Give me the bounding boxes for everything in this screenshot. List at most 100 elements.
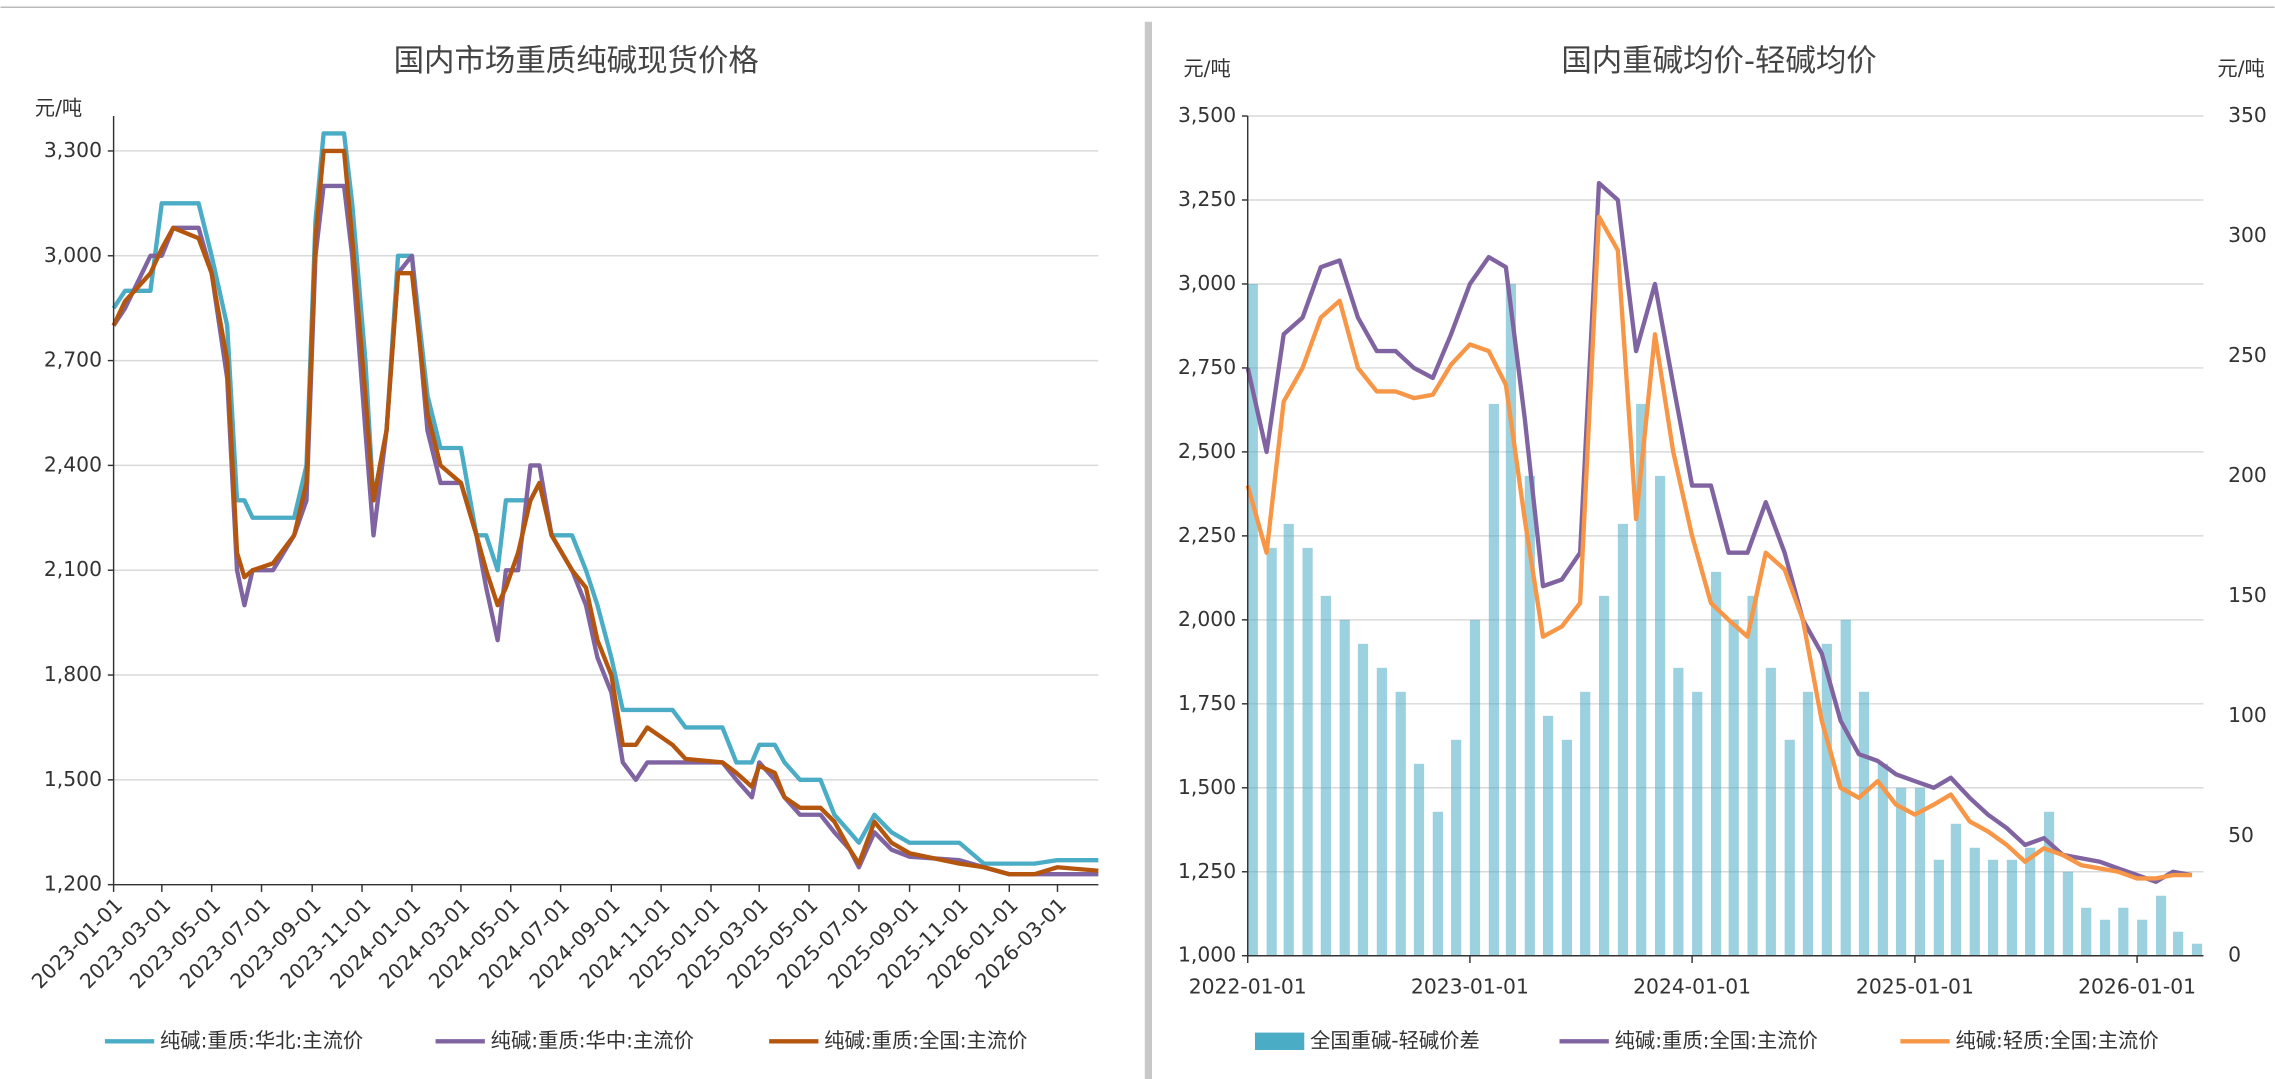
y-tick-label: 1,750 — [1178, 691, 1236, 715]
y2-tick-label: 350 — [2228, 103, 2267, 127]
bar — [1395, 691, 1406, 956]
chart-title: 国内市场重质纯碱现货价格 — [394, 44, 759, 79]
y2-tick-label: 250 — [2228, 343, 2267, 367]
bar — [1505, 283, 1517, 956]
legend-label: 纯碱:重质:全国:主流价 — [1615, 1028, 1818, 1052]
y2-tick-label: 200 — [2228, 463, 2267, 487]
x-tick-label: 2022-01-01 — [1189, 975, 1307, 999]
y-tick-label: 3,250 — [1178, 187, 1236, 211]
bar — [1840, 619, 1851, 956]
y-tick-label: 2,000 — [1178, 607, 1236, 631]
line-series — [111, 131, 1099, 866]
legend-label: 全国重碱-轻碱价差 — [1310, 1028, 1480, 1052]
y-tick-label: 2,500 — [1178, 439, 1236, 463]
bar — [1747, 595, 1758, 956]
bar — [2137, 919, 2148, 956]
bar — [2025, 847, 2036, 956]
line-series — [1245, 180, 2193, 884]
y-tick-label: 1,500 — [1178, 775, 1236, 799]
bar — [1376, 667, 1387, 956]
y-tick-label: 3,000 — [44, 243, 102, 267]
y-tick-label: 1,200 — [44, 872, 102, 896]
x-tick-label: 2025-01-01 — [1856, 975, 1974, 999]
bar — [1469, 619, 1481, 956]
y2-tick-label: 0 — [2228, 943, 2241, 967]
bar — [2006, 859, 2018, 956]
y-tick-label: 2,250 — [1178, 523, 1236, 547]
bar — [2173, 931, 2184, 956]
line-series — [1245, 214, 2192, 881]
y-tick-label: 1,500 — [44, 767, 102, 791]
y-tick-label: 1,800 — [44, 662, 102, 686]
x-tick-label: 2024-01-01 — [1633, 975, 1751, 999]
bar — [1283, 523, 1294, 956]
bar — [1692, 691, 1703, 956]
y-tick-label: 1,000 — [1178, 943, 1236, 967]
bar — [2062, 871, 2074, 956]
line-series — [111, 183, 1099, 877]
bar — [1302, 547, 1313, 956]
bar — [1933, 859, 1944, 956]
bar — [2118, 907, 2129, 956]
y-axis-unit: 元/吨 — [35, 96, 82, 120]
bar — [1802, 691, 1814, 956]
bar — [1598, 595, 1610, 956]
legend-label: 纯碱:重质:华北:主流价 — [160, 1028, 363, 1052]
bar — [1524, 475, 1535, 956]
y2-tick-label: 150 — [2228, 583, 2267, 607]
chart-title: 国内重碱均价-轻碱均价 — [1561, 44, 1876, 79]
bar — [1896, 787, 1907, 956]
bar — [1247, 283, 1258, 956]
bar — [1914, 787, 1926, 956]
bar — [1877, 763, 1888, 956]
bar — [1784, 739, 1795, 956]
y-axis-unit: 元/吨 — [1183, 57, 1230, 81]
y2-tick-label: 300 — [2228, 223, 2267, 247]
bar — [2155, 895, 2167, 956]
bar — [1728, 619, 1739, 956]
bar — [1451, 739, 1462, 956]
legend-swatch — [1254, 1032, 1305, 1050]
bar — [1357, 643, 1369, 956]
bar — [1858, 691, 1870, 956]
bar — [1266, 547, 1277, 956]
y2-tick-label: 50 — [2228, 823, 2254, 847]
bar — [1432, 811, 1443, 956]
bar — [1821, 643, 1832, 956]
bar — [1969, 847, 1980, 956]
x-tick-label: 2026-01-01 — [2078, 975, 2196, 999]
bar — [2043, 811, 2055, 956]
bar — [1580, 691, 1591, 956]
y-tick-label: 3,300 — [44, 138, 102, 162]
bar — [1950, 823, 1961, 956]
bar — [1320, 595, 1331, 956]
bar — [1561, 739, 1573, 956]
bar — [1654, 475, 1666, 956]
bar — [1488, 403, 1499, 956]
y2-tick-label: 100 — [2228, 703, 2267, 727]
bar — [2099, 919, 2111, 956]
legend-label: 纯碱:重质:华中:主流价 — [491, 1028, 694, 1052]
y-tick-label: 3,500 — [1178, 103, 1236, 127]
y-tick-label: 3,000 — [1178, 271, 1236, 295]
legend-label: 纯碱:重质:全国:主流价 — [824, 1028, 1027, 1052]
bar — [2081, 907, 2092, 956]
y-tick-label: 2,750 — [1178, 355, 1236, 379]
bar — [1636, 403, 1647, 956]
y-tick-label: 2,700 — [44, 348, 102, 372]
y-tick-label: 2,100 — [44, 557, 102, 581]
y-tick-label: 1,250 — [1178, 859, 1236, 883]
bar — [1987, 859, 1999, 956]
bar — [1765, 667, 1776, 956]
divider — [1144, 21, 1153, 1079]
bar — [1710, 571, 1722, 956]
bar — [2191, 943, 2203, 956]
line-series — [111, 148, 1099, 877]
bar — [1542, 715, 1554, 956]
x-tick-label: 2023-01-01 — [1411, 975, 1529, 999]
bar — [1673, 667, 1684, 956]
bar — [1413, 763, 1425, 956]
y2-axis-unit: 元/吨 — [2217, 57, 2264, 81]
y-tick-label: 2,400 — [44, 452, 102, 476]
